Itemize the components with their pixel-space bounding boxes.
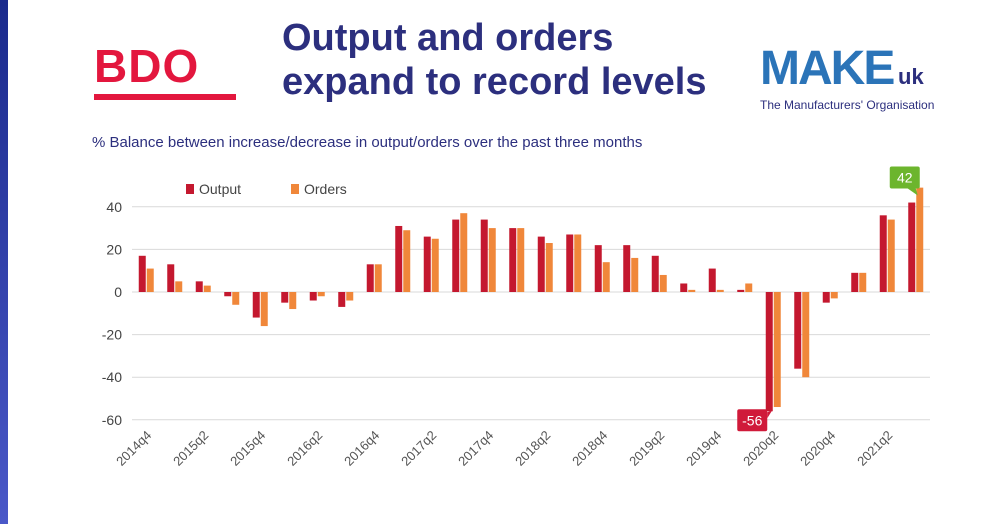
orders-bar (716, 289, 724, 292)
output-bar (167, 264, 175, 292)
orders-bar (460, 213, 468, 292)
output-bar (737, 289, 745, 292)
output-bar (765, 292, 773, 412)
output-bar (623, 245, 631, 292)
make-logo-suffix: uk (898, 64, 924, 89)
page-title: Output and orders expand to record level… (282, 16, 752, 104)
orders-bar (659, 274, 667, 292)
x-tick-label: 2019q4 (683, 428, 724, 469)
output-bar (224, 292, 232, 297)
callout-pointer (767, 410, 773, 419)
orders-bar (431, 238, 439, 292)
orders-bar (232, 292, 240, 305)
orders-bar (346, 292, 354, 301)
output-bar (252, 292, 260, 318)
bdo-logo-underline (94, 94, 236, 100)
x-tick-label: 2014q4 (113, 428, 154, 469)
orders-bar (859, 272, 867, 292)
y-tick-label: -20 (102, 327, 122, 343)
x-tick-label: 2015q4 (227, 428, 268, 469)
output-bar (452, 219, 460, 292)
make-logo-tagline: The Manufacturers' Organisation (760, 98, 935, 112)
orders-bar (488, 228, 496, 292)
callout-label: -56 (742, 412, 762, 428)
orders-bar (688, 289, 696, 292)
x-tick-label: 2021q2 (854, 428, 895, 469)
output-bar (879, 215, 887, 292)
output-bar (338, 292, 346, 307)
y-tick-label: 0 (114, 284, 122, 300)
orders-bar (773, 292, 781, 408)
orders-bar (802, 292, 810, 378)
orders-bar (374, 264, 382, 292)
title-line-1: Output and orders (282, 17, 614, 59)
output-bar (794, 292, 802, 369)
output-bar (366, 264, 374, 292)
x-tick-label: 2018q4 (569, 428, 610, 469)
output-bar (423, 236, 431, 292)
y-tick-label: -40 (102, 369, 122, 385)
orders-bar (175, 281, 183, 292)
orders-bar (260, 292, 268, 327)
orders-bar (403, 230, 411, 292)
orders-bar (203, 285, 211, 292)
x-tick-label: 2016q2 (284, 428, 325, 469)
output-bar (708, 268, 716, 292)
x-tick-label: 2020q4 (797, 428, 838, 469)
callout-pointer (907, 188, 918, 196)
output-bar (309, 292, 317, 301)
orders-bar (289, 292, 297, 310)
make-logo-text: MAKE (760, 42, 895, 95)
make-uk-logo: MAKE uk The Manufacturers' Organisation (760, 44, 940, 114)
output-bar (822, 292, 830, 303)
legend-label-output: Output (199, 181, 241, 197)
output-bar (537, 236, 545, 292)
orders-bar (146, 268, 154, 292)
bdo-logo: BDO (94, 42, 244, 104)
output-bar (395, 225, 403, 292)
x-tick-label: 2017q2 (398, 428, 439, 469)
output-bar (509, 228, 517, 292)
x-tick-label: 2015q2 (170, 428, 211, 469)
y-tick-label: -60 (102, 412, 122, 428)
orders-bar (887, 219, 895, 292)
y-tick-label: 20 (106, 241, 122, 257)
output-bar (908, 202, 916, 292)
legend-swatch-orders (291, 184, 299, 194)
legend-swatch-output (186, 184, 194, 194)
orders-bar (745, 283, 753, 292)
callout-label: 42 (897, 170, 913, 186)
legend-label-orders: Orders (304, 181, 347, 197)
orders-bar (317, 292, 325, 297)
bdo-logo-text: BDO (94, 40, 200, 92)
output-bar (680, 283, 688, 292)
output-bar (651, 255, 659, 292)
x-tick-label: 2016q4 (341, 428, 382, 469)
orders-bar (517, 228, 525, 292)
chart-subtitle: % Balance between increase/decrease in o… (92, 134, 643, 151)
orders-bar (574, 234, 582, 292)
left-accent-bar (0, 0, 8, 524)
x-tick-label: 2018q2 (512, 428, 553, 469)
x-tick-label: 2020q2 (740, 428, 781, 469)
orders-bar (545, 243, 553, 292)
output-bar (480, 219, 488, 292)
x-tick-label: 2019q2 (626, 428, 667, 469)
output-bar (281, 292, 289, 303)
callout-high (889, 166, 920, 189)
callout-low (737, 409, 768, 432)
output-bar (195, 281, 203, 292)
orders-bar (602, 262, 610, 292)
y-tick-label: 40 (106, 199, 122, 215)
orders-bar (631, 257, 639, 292)
output-bar (566, 234, 574, 292)
output-bar (594, 245, 602, 292)
title-line-2: expand to record levels (282, 61, 707, 103)
output-bar (851, 272, 859, 292)
orders-bar (916, 187, 924, 292)
orders-bar (830, 292, 838, 299)
output-bar (138, 255, 146, 292)
x-tick-label: 2017q4 (455, 428, 496, 469)
